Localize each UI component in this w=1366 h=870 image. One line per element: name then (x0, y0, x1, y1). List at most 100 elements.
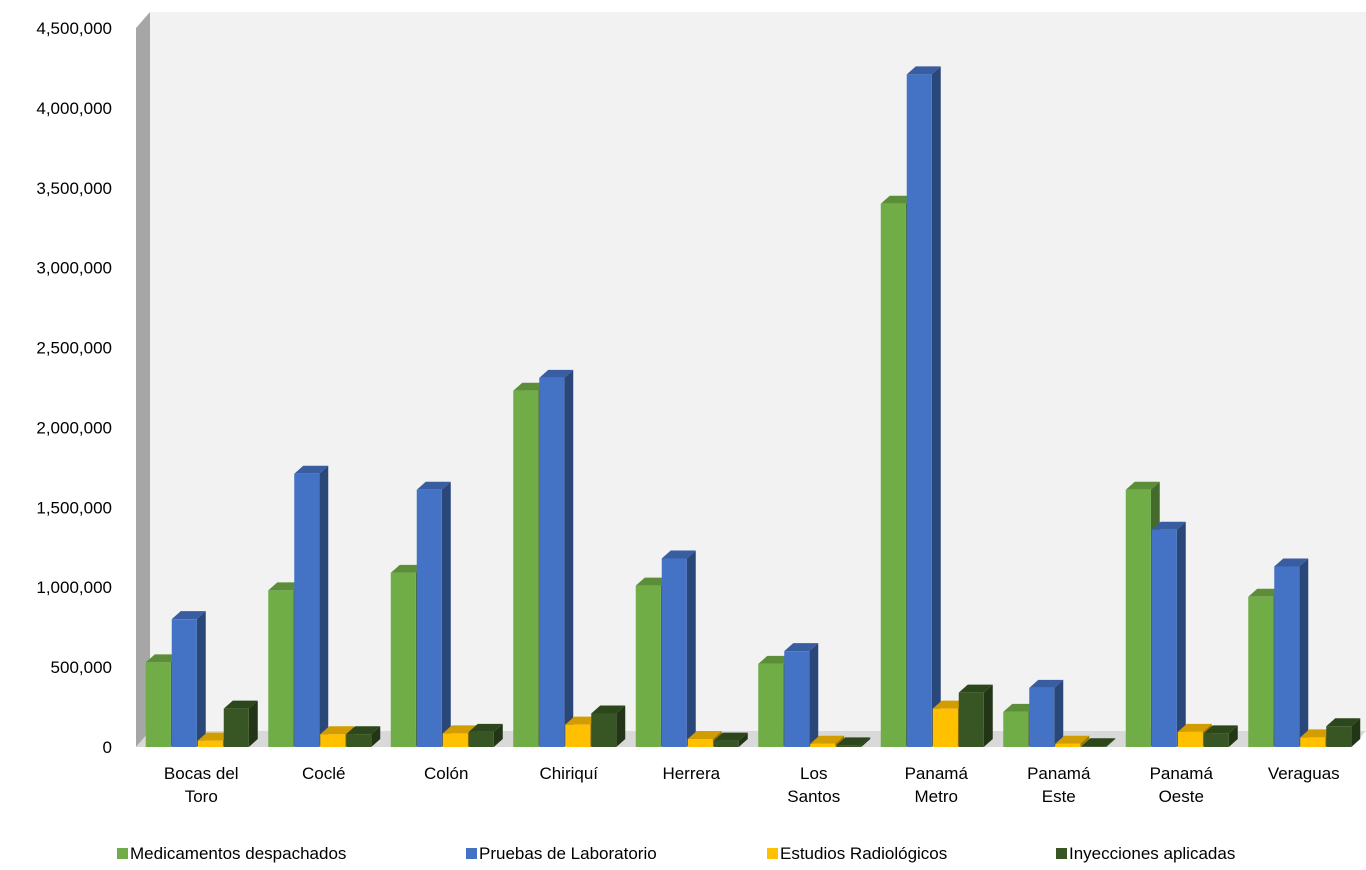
bar-top (145, 654, 180, 663)
bar (713, 732, 748, 747)
x-tick-label: Los Santos (787, 764, 840, 806)
bar-front (635, 585, 661, 747)
bar-front (880, 203, 906, 747)
bars-group (145, 66, 1361, 747)
bar-front (320, 734, 346, 747)
bar-front (810, 743, 836, 747)
bar-front (836, 745, 862, 747)
bar-front (661, 558, 687, 747)
x-tick-label-line: Santos (787, 787, 840, 806)
y-tick-label: 1,500,000 (36, 498, 112, 517)
bar-top (1081, 738, 1116, 747)
bar (346, 726, 381, 747)
bar-front (294, 473, 320, 747)
bar-top (880, 195, 915, 204)
bar (468, 723, 503, 747)
x-tick-label-line: Panamá (1150, 764, 1214, 783)
bar-side (371, 726, 381, 747)
bar-top (1274, 558, 1309, 567)
bar-top (713, 732, 748, 741)
bar-front (268, 590, 294, 747)
bar-top (223, 700, 258, 709)
bar-side (1054, 679, 1064, 747)
bar-front (145, 662, 171, 747)
bar (539, 369, 574, 747)
bar-front (1326, 726, 1352, 747)
bar-front (223, 708, 249, 747)
bar-front (1055, 743, 1081, 747)
bar (171, 611, 206, 747)
bar (1029, 679, 1064, 747)
y-tick-label: 3,500,000 (36, 179, 112, 198)
bar-top (390, 564, 425, 573)
bar (223, 700, 258, 747)
x-tick-label-line: Oeste (1159, 787, 1204, 806)
bar (1326, 718, 1361, 747)
bar-top (468, 723, 503, 732)
bar-front (513, 390, 539, 747)
bar (810, 735, 845, 747)
bar-front (687, 739, 713, 747)
legend-item: Estudios Radiológicos (767, 844, 947, 863)
bar-front (346, 734, 372, 747)
bar-side (861, 737, 871, 747)
bar-front (1203, 733, 1229, 747)
x-tick-label-line: Los (800, 764, 827, 783)
bar-top (1055, 735, 1090, 744)
bar (784, 643, 819, 747)
bar-front (1248, 596, 1274, 747)
bar-side (1176, 521, 1186, 747)
bar-side (686, 550, 696, 747)
bar-top (1003, 703, 1038, 712)
bar-front (1151, 529, 1177, 747)
bar-front (1003, 711, 1029, 747)
bar-front (390, 572, 416, 747)
bar-top (1125, 481, 1160, 490)
x-axis: Bocas del Toro Coclé Colón Chiriquí Herrera Lo… (164, 764, 1340, 806)
bar-front (1081, 746, 1107, 747)
bar-top (197, 732, 232, 741)
legend-swatch (117, 848, 128, 859)
bar-side (564, 369, 574, 747)
bar (1055, 735, 1090, 747)
bar-side (738, 732, 748, 747)
bar (661, 550, 696, 747)
bar-side (493, 723, 503, 747)
x-tick-label: Chiriquí (539, 764, 598, 783)
bar-front (1177, 731, 1203, 747)
legend-item: Inyecciones aplicadas (1056, 844, 1235, 863)
bar-front (442, 733, 468, 747)
bar-front (713, 740, 739, 747)
x-tick-label: Panamá Metro (905, 764, 969, 806)
bar-top (687, 731, 722, 740)
y-tick-label: 2,000,000 (36, 418, 112, 437)
bar-front (1029, 687, 1055, 747)
bar-top (1203, 725, 1238, 734)
bar-side (616, 705, 626, 747)
bar (906, 66, 941, 747)
bar-front (591, 713, 617, 747)
legend-swatch (466, 848, 477, 859)
bar-front (1300, 737, 1326, 747)
x-tick-label-line: Toro (185, 787, 218, 806)
bar-top (758, 655, 793, 664)
bar-side (441, 481, 451, 747)
bar-front (932, 708, 958, 747)
y-axis: 0 500,000 1,000,000 1,500,000 2,000,000 2,500… (36, 19, 112, 757)
y-tick-label: 2,500,000 (36, 339, 112, 358)
legend-label: Pruebas de Laboratorio (479, 844, 657, 863)
legend-label: Inyecciones aplicadas (1069, 844, 1235, 863)
bar-side (1299, 558, 1309, 747)
bar-top (346, 726, 381, 735)
legend: Medicamentos despachados Pruebas de Labor… (117, 844, 1235, 863)
x-tick-label: Bocas del Toro (164, 764, 239, 806)
bar-side (1106, 738, 1116, 747)
bar-top (661, 550, 696, 559)
legend-item: Medicamentos despachados (117, 844, 346, 863)
bar-top (810, 735, 845, 744)
bar-front (197, 740, 223, 747)
chart-back-wall (150, 12, 1366, 731)
x-tick-label: Veraguas (1268, 764, 1340, 783)
y-tick-label: 0 (103, 738, 112, 757)
y-tick-label: 1,000,000 (36, 578, 112, 597)
